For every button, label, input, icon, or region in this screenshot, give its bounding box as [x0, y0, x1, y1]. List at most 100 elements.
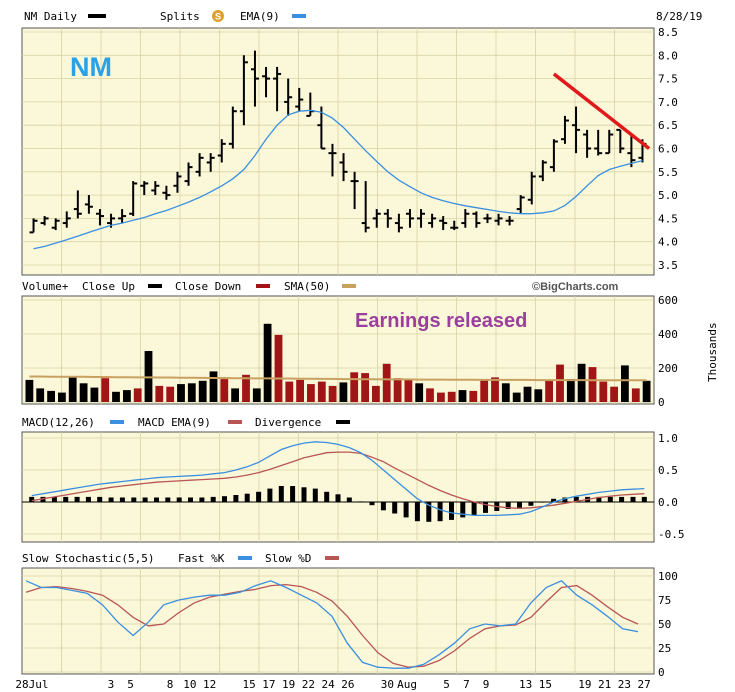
- volume-bar: [545, 379, 553, 402]
- price-bar: [428, 213, 437, 228]
- stoch-fast-line: [25, 580, 639, 669]
- x-tick-label: 27: [637, 678, 650, 691]
- earnings-annotation: Earnings released: [355, 310, 527, 332]
- divergence-bar: [244, 493, 250, 502]
- volume-bar: [47, 390, 55, 402]
- splits-icon-letter: S: [215, 12, 221, 22]
- y-tick-label: 0: [658, 396, 665, 409]
- y-tick-label: 25: [658, 642, 671, 655]
- divergence-bar: [188, 497, 193, 502]
- divergence-bar: [392, 502, 398, 514]
- volume-bar: [307, 384, 315, 402]
- y-tick-label: 600: [658, 294, 678, 307]
- volume-bar: [437, 392, 445, 402]
- volume-bar: [426, 388, 434, 402]
- macd-swatch: [110, 420, 124, 424]
- volume-bar: [90, 387, 99, 402]
- divergence-bar: [278, 486, 284, 502]
- divergence-bar: [154, 497, 159, 502]
- price-bar: [483, 213, 492, 224]
- x-tick-label: 9: [483, 678, 490, 691]
- x-tick-label: 7: [463, 678, 470, 691]
- x-tick-label: 17: [262, 678, 275, 691]
- divergence-bar: [449, 502, 454, 520]
- y-tick-label: 5.5: [658, 166, 678, 179]
- bigcharts-credit: ©BigCharts.com: [532, 281, 619, 293]
- price-bar: [405, 209, 414, 228]
- volume-bar: [610, 386, 618, 402]
- sma-line: [29, 375, 647, 382]
- volume-bar: [68, 377, 77, 402]
- divergence-bar: [176, 497, 182, 502]
- volume-bar: [209, 371, 218, 402]
- price-bar: [328, 143, 337, 177]
- price-bar: [140, 181, 149, 196]
- volume-bar: [577, 363, 586, 403]
- divergence-bar: [358, 501, 364, 502]
- volume-bar: [480, 379, 489, 402]
- y-tick-label: 4.5: [658, 212, 678, 225]
- volume-bar: [166, 386, 175, 402]
- x-axis-labels: 28Jul 3 5 8 10 12 15 17 19 22 24 26 30 Aug 5 7 9 13 15 19 21…: [15, 678, 650, 691]
- ema-legend-swatch: [292, 14, 306, 18]
- chart-date: 8/28/19: [656, 10, 702, 23]
- volume-panel: Volume+ Close Up Close Down SMA(50) ©Big…: [0, 278, 735, 409]
- price-bar: [439, 216, 448, 231]
- divergence-bar: [335, 494, 341, 502]
- price-bar: [417, 209, 426, 228]
- x-tick-label: 26: [341, 678, 354, 691]
- volume-bar: [155, 385, 164, 402]
- y-tick-label: 100: [658, 570, 678, 583]
- price-bar: [494, 213, 503, 226]
- divergence-bar: [97, 496, 103, 502]
- stoch-slow-label: Slow %D: [265, 552, 311, 565]
- divergence-bar: [619, 496, 625, 502]
- price-bar: [527, 171, 536, 205]
- volume-bar: [36, 388, 45, 402]
- x-tick-label: 28Jul: [15, 678, 48, 691]
- divergence-bar: [324, 491, 330, 502]
- price-bar: [560, 115, 569, 144]
- y-tick-label: 200: [658, 362, 678, 375]
- divergence-bar: [414, 502, 420, 522]
- y-tick-label: 0.0: [658, 496, 678, 509]
- sma-label: SMA(50): [284, 280, 330, 293]
- volume-units-label: Thousands: [706, 322, 719, 382]
- y-tick-label: 0: [658, 666, 665, 679]
- volume-title: Volume+: [22, 280, 69, 293]
- volume-bar: [491, 377, 499, 402]
- volume-bar: [621, 365, 629, 402]
- price-bar: [394, 213, 403, 233]
- y-tick-label: 6.5: [658, 119, 678, 132]
- price-bar: [162, 185, 171, 200]
- divergence-bar: [483, 502, 488, 513]
- x-tick-label: 10: [183, 678, 196, 691]
- price-legend-swatch: [88, 14, 106, 18]
- sma-swatch: [342, 284, 356, 288]
- price-bar: [339, 153, 348, 182]
- divergence-bar: [551, 498, 557, 502]
- volume-bar: [198, 380, 207, 403]
- volume-bar: [599, 381, 608, 402]
- volume-bar: [588, 367, 597, 402]
- splits-label: Splits: [160, 10, 200, 23]
- x-tick-label: 23: [618, 678, 631, 691]
- divergence-bar: [641, 496, 647, 502]
- volume-bar: [534, 389, 543, 403]
- y-tick-label: 8.5: [658, 26, 678, 39]
- divergence-bar: [210, 496, 216, 502]
- divergence-bar: [380, 502, 386, 511]
- price-bar: [195, 153, 204, 177]
- price-bar: [40, 216, 49, 226]
- y-tick-label: 400: [658, 328, 678, 341]
- price-bar: [583, 129, 592, 158]
- y-tick-label: 4.0: [658, 236, 678, 249]
- divergence-bar: [312, 488, 318, 502]
- x-tick-label: 21: [598, 678, 611, 691]
- volume-bar: [415, 383, 424, 402]
- price-bar: [262, 66, 271, 98]
- close-up-label: Close Up: [82, 280, 135, 293]
- volume-bar: [339, 382, 348, 402]
- splits-icon: [212, 10, 224, 22]
- divergence-bar: [233, 495, 239, 502]
